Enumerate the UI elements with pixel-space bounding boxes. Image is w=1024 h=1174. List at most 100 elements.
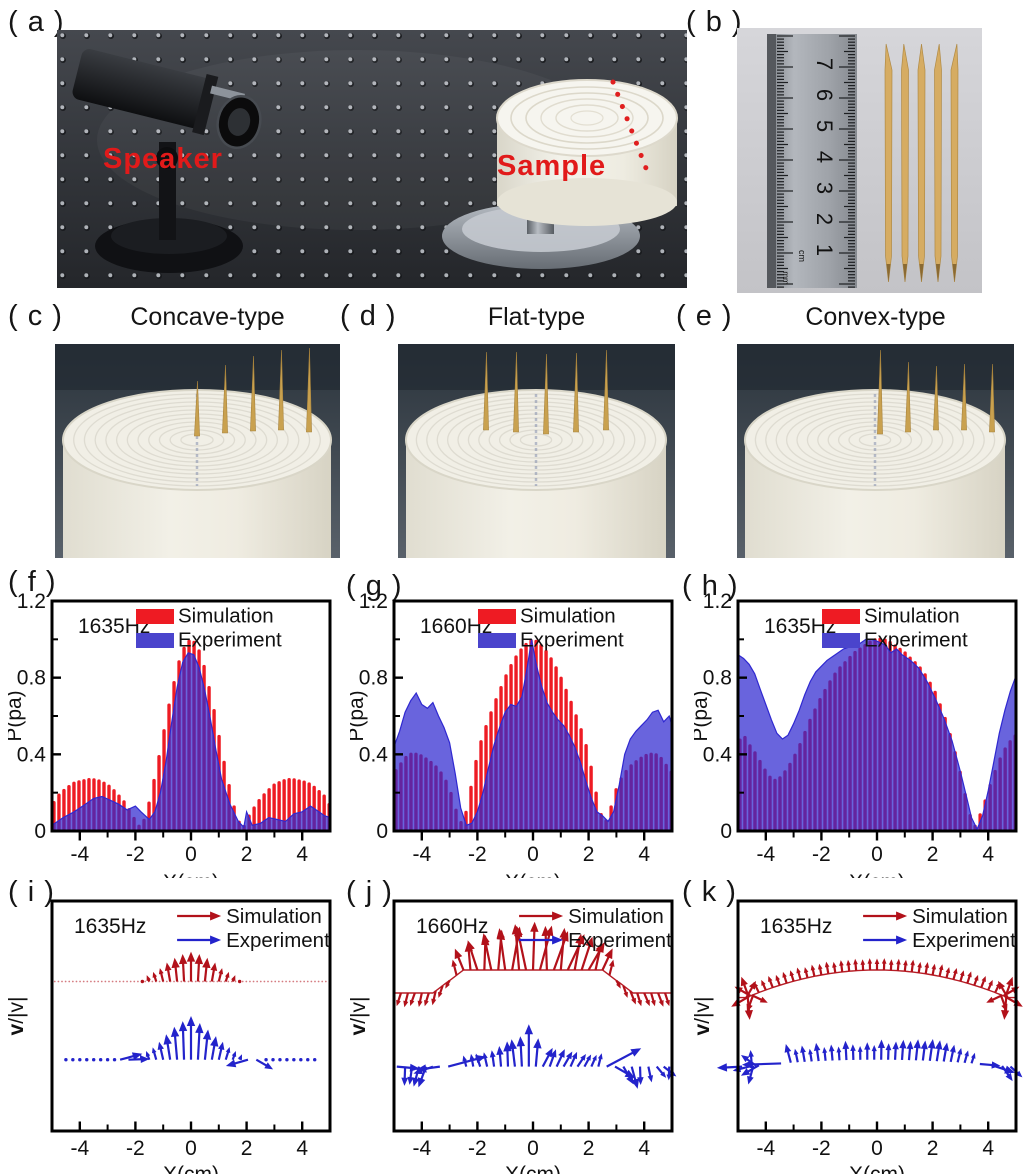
panel-label-h: ( h ) bbox=[682, 570, 739, 602]
svg-text:1.2: 1.2 bbox=[17, 593, 46, 613]
svg-text:1635Hz: 1635Hz bbox=[764, 615, 836, 638]
svg-text:1.2: 1.2 bbox=[359, 593, 388, 613]
svg-text:1: 1 bbox=[812, 244, 837, 256]
svg-text:6: 6 bbox=[812, 89, 837, 101]
svg-text:X(cm): X(cm) bbox=[163, 871, 219, 878]
svg-text:0: 0 bbox=[871, 1137, 883, 1160]
panel-label-g: ( g ) bbox=[346, 570, 403, 602]
photo-flat-sample bbox=[398, 344, 675, 558]
photo-convex-sample bbox=[737, 344, 1014, 558]
setup-photo-graphic bbox=[57, 30, 687, 288]
svg-text:0: 0 bbox=[185, 843, 197, 866]
svg-text:X(cm): X(cm) bbox=[505, 871, 561, 878]
svg-text:X(cm): X(cm) bbox=[849, 1163, 905, 1174]
title-flat-type: Flat-type bbox=[487, 303, 586, 331]
panel-label-d: ( d ) bbox=[340, 300, 397, 332]
svg-text:4: 4 bbox=[982, 1137, 994, 1160]
svg-text:4: 4 bbox=[982, 843, 994, 866]
svg-text:1660Hz: 1660Hz bbox=[416, 915, 488, 938]
panel-label-b: ( b ) bbox=[686, 6, 743, 38]
svg-text:1.2: 1.2 bbox=[703, 593, 732, 613]
svg-text:P(pa): P(pa) bbox=[8, 690, 26, 741]
svg-text:-2: -2 bbox=[468, 843, 487, 866]
svg-text:-4: -4 bbox=[412, 843, 431, 866]
svg-text:-2: -2 bbox=[468, 1137, 487, 1160]
photo-concave-sample bbox=[55, 344, 340, 558]
svg-text:0: 0 bbox=[34, 820, 46, 843]
sample-annotation: Sample bbox=[497, 150, 607, 182]
panel-label-e: ( e ) bbox=[676, 300, 733, 332]
photo-ruler-toothpicks: 7 6 5 4 3 2 1 cm mm bbox=[737, 28, 982, 293]
svg-text:mm: mm bbox=[781, 271, 790, 285]
svg-text:Simulation: Simulation bbox=[226, 905, 322, 928]
svg-text:Experiment: Experiment bbox=[912, 929, 1016, 952]
svg-text:0.4: 0.4 bbox=[703, 743, 733, 766]
svg-text:4: 4 bbox=[296, 843, 308, 866]
svg-text:P(pa): P(pa) bbox=[694, 690, 712, 741]
convex-photo-graphic bbox=[737, 344, 1014, 558]
svg-text:Simulation: Simulation bbox=[568, 905, 664, 928]
svg-text:v/|v|: v/|v| bbox=[350, 997, 370, 1036]
svg-text:X(cm): X(cm) bbox=[849, 871, 905, 878]
svg-text:-4: -4 bbox=[70, 1137, 89, 1160]
sample-scan-line bbox=[610, 79, 652, 179]
chart-pressure-convex: -4 -2 0 2 4 0 0.4 0.8 1.2 1635Hz Simulation Experim… bbox=[689, 590, 1024, 894]
svg-text:2: 2 bbox=[927, 843, 939, 866]
svg-text:2: 2 bbox=[241, 1137, 253, 1160]
svg-text:-2: -2 bbox=[126, 843, 145, 866]
svg-text:Simulation: Simulation bbox=[520, 605, 616, 628]
panel-label-c: ( c ) bbox=[8, 300, 63, 332]
svg-text:-4: -4 bbox=[412, 1137, 431, 1160]
svg-text:4: 4 bbox=[638, 1137, 650, 1160]
svg-text:4: 4 bbox=[638, 843, 650, 866]
title-convex-type: Convex-type bbox=[805, 303, 946, 331]
svg-text:Experiment: Experiment bbox=[568, 929, 672, 952]
svg-text:v/|v|: v/|v| bbox=[694, 997, 714, 1036]
svg-text:1660Hz: 1660Hz bbox=[420, 615, 492, 638]
svg-text:2: 2 bbox=[927, 1137, 939, 1160]
svg-text:Simulation: Simulation bbox=[178, 605, 274, 628]
svg-text:2: 2 bbox=[583, 843, 595, 866]
svg-text:X(cm): X(cm) bbox=[505, 1163, 561, 1174]
svg-text:-4: -4 bbox=[756, 1137, 775, 1160]
svg-text:0.8: 0.8 bbox=[17, 667, 46, 690]
svg-text:1635Hz: 1635Hz bbox=[78, 615, 150, 638]
toothpicks bbox=[884, 43, 959, 283]
svg-text:-2: -2 bbox=[126, 1137, 145, 1160]
chart-pressure-concave: -4 -2 0 2 4 0 0.4 0.8 1.2 1635Hz Simulation Experim… bbox=[3, 590, 338, 894]
svg-text:0.4: 0.4 bbox=[17, 743, 47, 766]
svg-text:3: 3 bbox=[812, 182, 837, 194]
svg-text:0.8: 0.8 bbox=[359, 667, 388, 690]
panel-label-j: ( j ) bbox=[346, 876, 393, 908]
concave-photo-graphic bbox=[55, 344, 340, 558]
svg-text:4: 4 bbox=[812, 151, 837, 163]
svg-text:Experiment: Experiment bbox=[864, 629, 968, 652]
svg-text:0.8: 0.8 bbox=[703, 667, 732, 690]
title-concave-type: Concave-type bbox=[130, 303, 285, 331]
panel-label-i: ( i ) bbox=[8, 876, 55, 908]
panel-label-k: ( k ) bbox=[682, 876, 737, 908]
flat-photo-graphic bbox=[398, 344, 675, 558]
svg-text:Experiment: Experiment bbox=[178, 629, 282, 652]
svg-text:Experiment: Experiment bbox=[226, 929, 330, 952]
svg-text:cm: cm bbox=[797, 250, 807, 262]
svg-text:2: 2 bbox=[812, 213, 837, 225]
svg-text:2: 2 bbox=[241, 843, 253, 866]
svg-text:4: 4 bbox=[296, 1137, 308, 1160]
svg-text:2: 2 bbox=[583, 1137, 595, 1160]
svg-text:1635Hz: 1635Hz bbox=[74, 915, 146, 938]
svg-text:v/|v|: v/|v| bbox=[8, 997, 28, 1036]
svg-text:5: 5 bbox=[812, 120, 837, 132]
svg-text:7: 7 bbox=[812, 58, 837, 70]
speaker-annotation: Speaker bbox=[103, 143, 223, 175]
panel-label-a: ( a ) bbox=[8, 6, 65, 38]
svg-text:0: 0 bbox=[185, 1137, 197, 1160]
svg-text:0: 0 bbox=[527, 843, 539, 866]
svg-text:Simulation: Simulation bbox=[864, 605, 960, 628]
chart-pressure-flat: -4 -2 0 2 4 0 0.4 0.8 1.2 1660Hz Simulation Experim… bbox=[345, 590, 680, 894]
svg-text:0: 0 bbox=[871, 843, 883, 866]
